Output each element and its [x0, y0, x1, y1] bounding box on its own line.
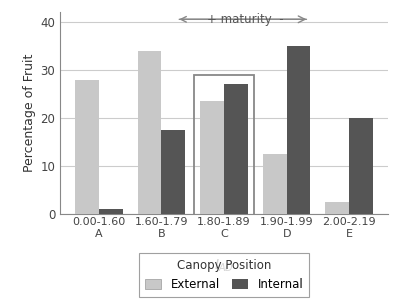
Bar: [161, 130, 185, 214]
Bar: [263, 154, 287, 214]
Bar: [287, 46, 310, 214]
Y-axis label: Percentage of Fruit: Percentage of Fruit: [23, 54, 36, 172]
Bar: [194, 75, 254, 216]
Text: + maturity  -: + maturity -: [207, 13, 284, 26]
Bar: [99, 209, 122, 214]
Legend: External, Internal: External, Internal: [139, 253, 309, 297]
Bar: [326, 202, 349, 214]
Bar: [75, 80, 99, 214]
Bar: [224, 84, 248, 214]
Bar: [200, 101, 224, 214]
Bar: [138, 51, 161, 214]
Text: $I_{AD}$: $I_{AD}$: [214, 258, 234, 274]
Bar: [349, 118, 373, 214]
